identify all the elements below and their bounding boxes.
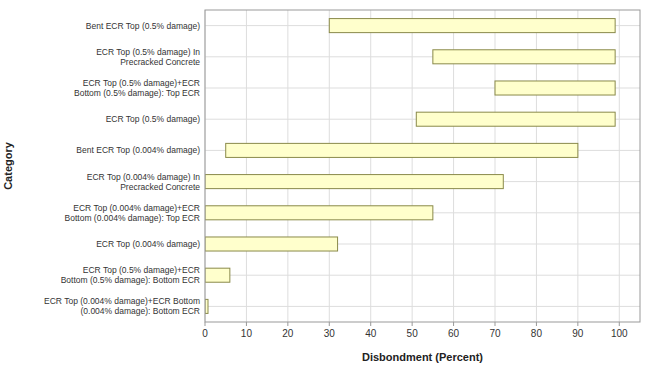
y-tick-label: Bent ECR Top (0.5% damage)	[86, 21, 200, 31]
y-tick-label-line: ECR Top (0.004% damage)+ECR Bottom	[44, 296, 200, 306]
bars	[205, 19, 615, 314]
y-tick-label-line: ECR Top (0.004% damage) In	[87, 172, 201, 182]
y-grid-line	[205, 306, 640, 307]
y-tick-label: ECR Top (0.004% damage) InPrecracked Con…	[87, 172, 201, 192]
x-tick	[205, 322, 206, 326]
x-tick-label: 10	[241, 328, 253, 339]
y-tick-label: ECR Top (0.5% damage)	[106, 114, 201, 124]
y-tick-label: ECR Top (0.5% damage)+ECRBottom (0.5% da…	[61, 265, 200, 285]
y-tick-label-line: Bottom (0.004% damage): Top ECR	[65, 213, 200, 223]
x-axis-title: Disbondment (Percent)	[362, 351, 483, 363]
y-tick-label-line: ECR Top (0.5% damage)+ECR	[83, 265, 200, 275]
y-tick-label-line: Bent ECR Top (0.5% damage)	[86, 21, 200, 31]
y-tick-label-line: ECR Top (0.004% damage)+ECR	[73, 203, 200, 213]
bar	[433, 50, 615, 64]
x-tick	[329, 322, 330, 326]
plot-frame	[205, 10, 640, 322]
y-grid-line	[205, 275, 640, 276]
y-tick-label-line: ECR Top (0.5% damage)+ECR	[83, 78, 200, 88]
bar	[205, 237, 338, 251]
bar	[205, 175, 503, 189]
x-tick	[246, 322, 247, 326]
x-tick-label: 60	[448, 328, 460, 339]
x-tick	[495, 322, 496, 326]
x-tick	[370, 322, 371, 326]
y-tick-label-line: Bent ECR Top (0.004% damage)	[76, 145, 200, 155]
bar	[495, 81, 615, 95]
y-tick-label: ECR Top (0.004% damage)+ECR Bottom(0.004…	[44, 296, 200, 316]
y-tick-label: ECR Top (0.5% damage) InPrecracked Concr…	[96, 47, 200, 67]
x-tick-label: 0	[202, 328, 208, 339]
x-tick	[577, 322, 578, 326]
y-tick-label-line: (0.004% damage): Bottom ECR	[80, 306, 200, 316]
y-tick-label: Bent ECR Top (0.004% damage)	[76, 145, 200, 155]
y-tick-label-line: Precracked Concrete	[120, 57, 200, 67]
x-tick-label: 90	[572, 328, 584, 339]
bar	[329, 19, 615, 33]
chart: 0 10 20 30 40 50 60 70 80 90 100 ECR Top (0.004% da…	[0, 0, 649, 371]
bar	[205, 268, 230, 282]
bar	[205, 206, 433, 220]
y-tick-label-line: Precracked Concrete	[120, 182, 200, 192]
x-tick	[453, 322, 454, 326]
y-tick-label: ECR Top (0.5% damage)+ECRBottom (0.5% da…	[74, 78, 200, 98]
x-tick-label: 80	[531, 328, 543, 339]
x-tick-label: 40	[365, 328, 377, 339]
x-tick	[536, 322, 537, 326]
x-tick-label: 70	[489, 328, 501, 339]
x-tick	[619, 322, 620, 326]
y-axis: ECR Top (0.004% damage)+ECR Bottom(0.004…	[44, 21, 200, 317]
grid	[205, 10, 640, 322]
x-tick-label: 100	[611, 328, 628, 339]
x-tick-label: 30	[324, 328, 336, 339]
y-tick-label: ECR Top (0.004% damage)	[96, 239, 200, 249]
x-tick-label: 50	[407, 328, 419, 339]
y-tick-label-line: Bottom (0.5% damage): Bottom ECR	[61, 275, 200, 285]
y-tick-label-line: Bottom (0.5% damage): Top ECR	[74, 88, 200, 98]
x-tick	[412, 322, 413, 326]
y-tick-label-line: ECR Top (0.5% damage)	[106, 114, 201, 124]
y-tick-label-line: ECR Top (0.5% damage) In	[96, 47, 200, 57]
y-tick-label-line: ECR Top (0.004% damage)	[96, 239, 200, 249]
x-tick	[287, 322, 288, 326]
x-axis: 0 10 20 30 40 50 60 70 80 90 100	[202, 322, 628, 339]
bar	[226, 143, 578, 157]
bar	[416, 112, 615, 126]
y-tick-label: ECR Top (0.004% damage)+ECRBottom (0.004…	[65, 203, 200, 223]
y-axis-title: Category	[2, 141, 14, 190]
x-tick-label: 20	[282, 328, 294, 339]
